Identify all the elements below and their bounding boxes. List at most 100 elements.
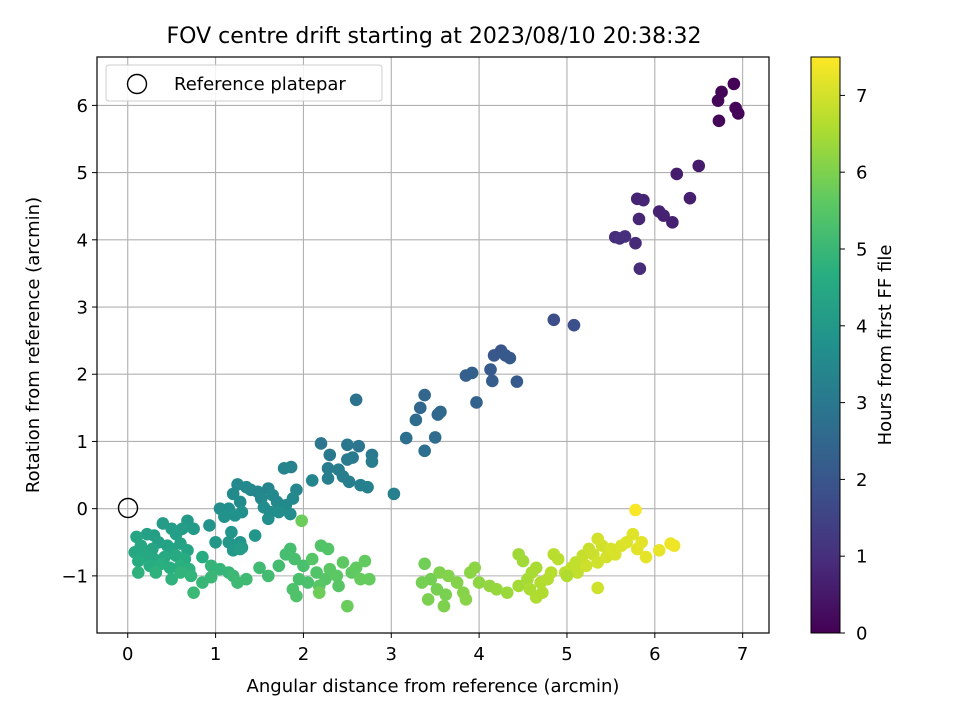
data-point (363, 572, 376, 586)
data-point (228, 509, 242, 522)
data-point (336, 556, 350, 569)
data-point (261, 569, 275, 583)
data-point (629, 236, 642, 250)
data-point (544, 566, 558, 579)
data-point (579, 559, 593, 573)
data-point (187, 522, 200, 536)
data-point (485, 374, 499, 388)
data-point (184, 569, 198, 583)
data-point (731, 107, 745, 120)
data-point (626, 527, 640, 541)
data-point (415, 576, 429, 589)
data-point (632, 212, 646, 226)
y-tick-label: 1 (77, 432, 88, 453)
colorbar-tick-label: 1 (856, 547, 867, 568)
data-point (286, 492, 300, 505)
colorbar-tick-label: 0 (856, 624, 867, 645)
colorbar-label: Hours from first FF file (875, 245, 896, 446)
data-point (500, 586, 514, 599)
data-point (349, 393, 363, 407)
y-tick-label: 6 (77, 96, 88, 117)
data-point (169, 527, 183, 541)
data-point (297, 559, 310, 573)
x-axis-label: Angular distance from reference (arcmin) (247, 676, 620, 697)
data-point (666, 216, 679, 229)
data-point (314, 437, 328, 450)
data-point (512, 579, 525, 593)
legend: Reference platepar (105, 64, 383, 102)
data-point (413, 401, 427, 415)
colorbar (810, 56, 841, 634)
data-point (323, 448, 337, 462)
data-point (341, 438, 354, 452)
data-point (358, 554, 372, 568)
chart-title: FOV centre drift starting at 2023/08/10 … (167, 24, 702, 49)
data-point (470, 396, 483, 409)
data-point (472, 576, 486, 589)
data-point (657, 209, 670, 222)
data-point (341, 453, 354, 466)
data-point (670, 167, 684, 181)
data-point (209, 535, 222, 549)
data-point (240, 480, 253, 494)
x-tick-label: 0 (122, 644, 133, 665)
colorbar-ticks: 0 1 2 3 4 5 6 7 (840, 86, 867, 645)
data-point (418, 444, 431, 458)
data-point (365, 455, 379, 468)
data-point (437, 599, 451, 613)
data-point (253, 561, 266, 575)
x-tick-label: 7 (737, 644, 748, 665)
data-point (330, 569, 344, 583)
data-points (128, 77, 745, 613)
data-point (399, 431, 413, 445)
data-point (418, 557, 431, 571)
data-point (131, 566, 145, 579)
data-point (711, 94, 725, 107)
data-point (442, 569, 455, 583)
data-point (667, 539, 681, 552)
x-tick-label: 4 (473, 644, 484, 665)
data-point (321, 472, 335, 485)
data-point (591, 532, 605, 546)
x-tick-label: 3 (386, 644, 397, 665)
colorbar-tick-label: 3 (856, 393, 867, 414)
legend-box (105, 64, 383, 102)
data-point (409, 413, 423, 427)
data-point (727, 77, 741, 91)
data-point (140, 527, 154, 541)
data-point (305, 474, 319, 487)
data-point (131, 554, 145, 568)
data-point (637, 193, 650, 207)
data-point (608, 548, 622, 561)
data-point (551, 552, 565, 566)
data-point (639, 550, 653, 564)
data-point (233, 542, 247, 556)
y-tick-label: −1 (61, 566, 88, 587)
data-point (283, 507, 297, 521)
plot-frame (96, 56, 770, 634)
data-point (387, 487, 401, 501)
data-point (571, 566, 584, 579)
data-point (490, 583, 503, 596)
data-point (529, 561, 543, 575)
data-point (204, 570, 218, 584)
reference-platepar-marker (117, 497, 139, 519)
data-point (450, 576, 464, 589)
data-point (310, 566, 323, 579)
data-point (439, 588, 453, 601)
data-point (560, 569, 574, 583)
y-axis-label: Rotation from reference (arcmin) (23, 197, 44, 493)
data-point (174, 566, 187, 579)
y-tick-label: 4 (77, 230, 88, 251)
data-point (301, 576, 315, 589)
colorbar-tick-label: 2 (856, 470, 867, 491)
data-point (683, 191, 697, 205)
data-point (516, 554, 530, 568)
data-point (352, 439, 366, 453)
data-point (312, 586, 326, 599)
data-point (165, 572, 178, 586)
data-point (283, 542, 297, 556)
data-point (629, 503, 642, 517)
data-point (567, 318, 581, 332)
